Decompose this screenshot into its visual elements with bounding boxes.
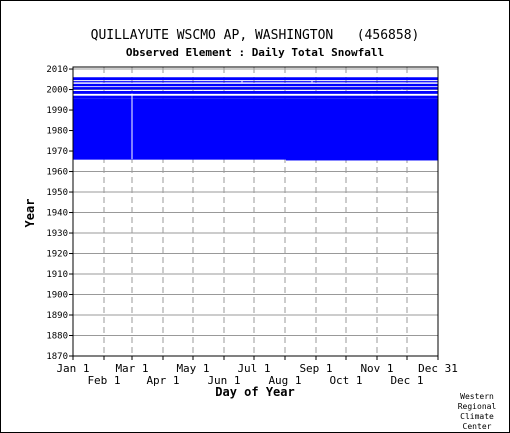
x-tick-label-sep-1: Sep 1 (299, 362, 332, 375)
x-tick-label-dec-1: Dec 1 (390, 374, 423, 387)
x-tick-label-apr-1: Apr 1 (146, 374, 179, 387)
y-tick-label-2010: 2010 (46, 65, 68, 75)
x-tick-label-oct-1: Oct 1 (329, 374, 362, 387)
missing-gap-1 (100, 82, 102, 84)
missing-gap-5 (401, 89, 403, 91)
x-tick-label-dec-31: Dec 31 (418, 362, 458, 375)
x-tick-label-jul-1: Jul 1 (237, 362, 270, 375)
y-tick-label-1940: 1940 (46, 209, 68, 219)
chart-subtitle: Observed Element : Daily Total Snowfall (126, 46, 384, 59)
wrcc-credit-line-1: Regional (458, 402, 497, 411)
y-tick-label-1880: 1880 (46, 332, 68, 342)
y-tick-label-1930: 1930 (46, 229, 68, 239)
missing-gap-0 (131, 93, 133, 160)
y-tick-label-1920: 1920 (46, 250, 68, 260)
x-tick-labels: Jan 1 Mar 1 May 1 Jul 1 Sep 1 Nov 1 Dec 31 Feb … (56, 356, 458, 387)
y-tick-label-1900: 1900 (46, 291, 68, 301)
y-tick-label-2000: 2000 (46, 86, 68, 96)
axes (72, 66, 439, 357)
wrcc-credit-line-0: Western (460, 392, 494, 401)
missing-gap-3 (311, 80, 313, 83)
missing-gap-2 (241, 80, 243, 83)
wrcc-credit-line-2: Climate (460, 412, 494, 421)
x-tick-label-may-1: May 1 (176, 362, 209, 375)
x-tick-label-nov-1: Nov 1 (360, 362, 393, 375)
wrcc-credit-line-3: Center (463, 422, 492, 431)
x-tick-label-aug-1: Aug 1 (268, 374, 301, 387)
data-span-0-6 (73, 81, 438, 83)
data-span-0-0 (73, 98, 286, 160)
y-tick-label-1980: 1980 (46, 127, 68, 137)
y-tick-label-1950: 1950 (46, 188, 68, 198)
plot-border (72, 66, 439, 357)
data-span-0-4 (73, 87, 438, 90)
y-tick-label-1970: 1970 (46, 147, 68, 157)
data-span-0-3 (73, 90, 438, 94)
data-span-0-1 (286, 98, 438, 161)
x-axis-label: Day of Year (215, 385, 294, 399)
data-span-0-2 (73, 95, 438, 99)
y-tick-labels: 1870 1880 1890 1900 1910 1920 1930 1940 1950 1960… (46, 65, 73, 362)
y-tick-label-1960: 1960 (46, 168, 68, 178)
chart-title: QUILLAYUTE WSCMO AP, WASHINGTON (456858) (91, 28, 420, 43)
missing-gap-4 (371, 93, 373, 96)
x-tick-label-jan-1: Jan 1 (56, 362, 89, 375)
x-tick-label-feb-1: Feb 1 (87, 374, 120, 387)
x-tick-label-mar-1: Mar 1 (115, 362, 148, 375)
x-tick-label-jun-1: Jun 1 (207, 374, 240, 387)
y-axis-label: Year (23, 199, 37, 228)
data-layer (73, 77, 438, 161)
y-tick-label-1870: 1870 (46, 352, 68, 362)
y-tick-label-1890: 1890 (46, 311, 68, 321)
y-tick-label-1910: 1910 (46, 270, 68, 280)
y-tick-label-1990: 1990 (46, 106, 68, 116)
data-span-0-5 (73, 83, 438, 87)
data-span-0-7 (73, 77, 438, 81)
